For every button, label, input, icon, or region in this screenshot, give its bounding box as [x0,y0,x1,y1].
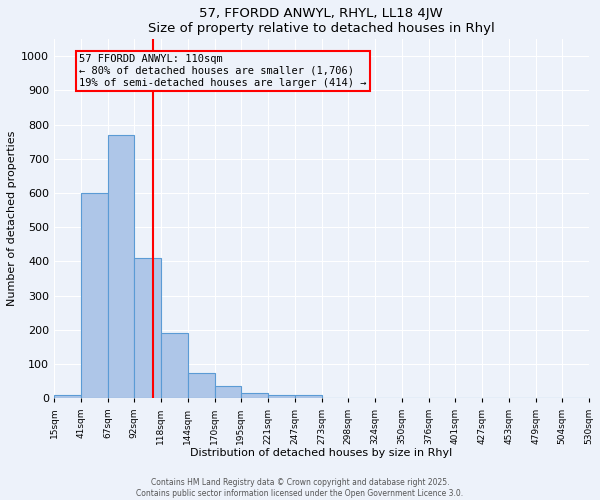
X-axis label: Distribution of detached houses by size in Rhyl: Distribution of detached houses by size … [190,448,452,458]
Bar [134,258,161,398]
Text: Contains HM Land Registry data © Crown copyright and database right 2025.
Contai: Contains HM Land Registry data © Crown c… [136,478,464,498]
Title: 57, FFORDD ANWYL, RHYL, LL18 4JW
Size of property relative to detached houses in: 57, FFORDD ANWYL, RHYL, LL18 4JW Size of… [148,7,494,35]
Bar [161,334,188,398]
Bar [295,395,322,398]
Bar [81,193,108,398]
Bar [268,395,295,398]
Bar [188,373,215,398]
Bar [215,386,241,398]
Bar [54,395,81,398]
Bar [241,394,268,398]
Text: 57 FFORDD ANWYL: 110sqm
← 80% of detached houses are smaller (1,706)
19% of semi: 57 FFORDD ANWYL: 110sqm ← 80% of detache… [79,54,367,88]
Y-axis label: Number of detached properties: Number of detached properties [7,131,17,306]
Bar [108,135,134,398]
